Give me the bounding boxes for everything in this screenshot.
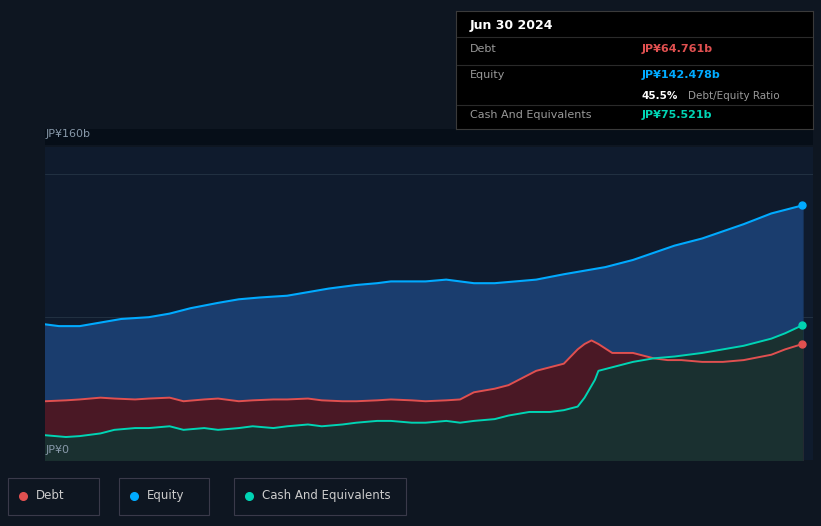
Text: Debt: Debt (470, 44, 497, 54)
Text: Debt/Equity Ratio: Debt/Equity Ratio (688, 91, 779, 101)
Text: JP¥64.761b: JP¥64.761b (641, 44, 713, 54)
Text: Equity: Equity (147, 489, 185, 502)
Text: JP¥75.521b: JP¥75.521b (641, 110, 712, 120)
Text: Cash And Equivalents: Cash And Equivalents (470, 110, 591, 120)
Text: Cash And Equivalents: Cash And Equivalents (262, 489, 391, 502)
Text: Equity: Equity (470, 69, 505, 80)
Text: Jun 30 2024: Jun 30 2024 (470, 19, 553, 32)
Text: JP¥0: JP¥0 (45, 445, 69, 455)
Text: Debt: Debt (36, 489, 65, 502)
Text: 45.5%: 45.5% (641, 91, 678, 101)
Text: JP¥160b: JP¥160b (45, 129, 90, 139)
Text: JP¥142.478b: JP¥142.478b (641, 69, 720, 80)
